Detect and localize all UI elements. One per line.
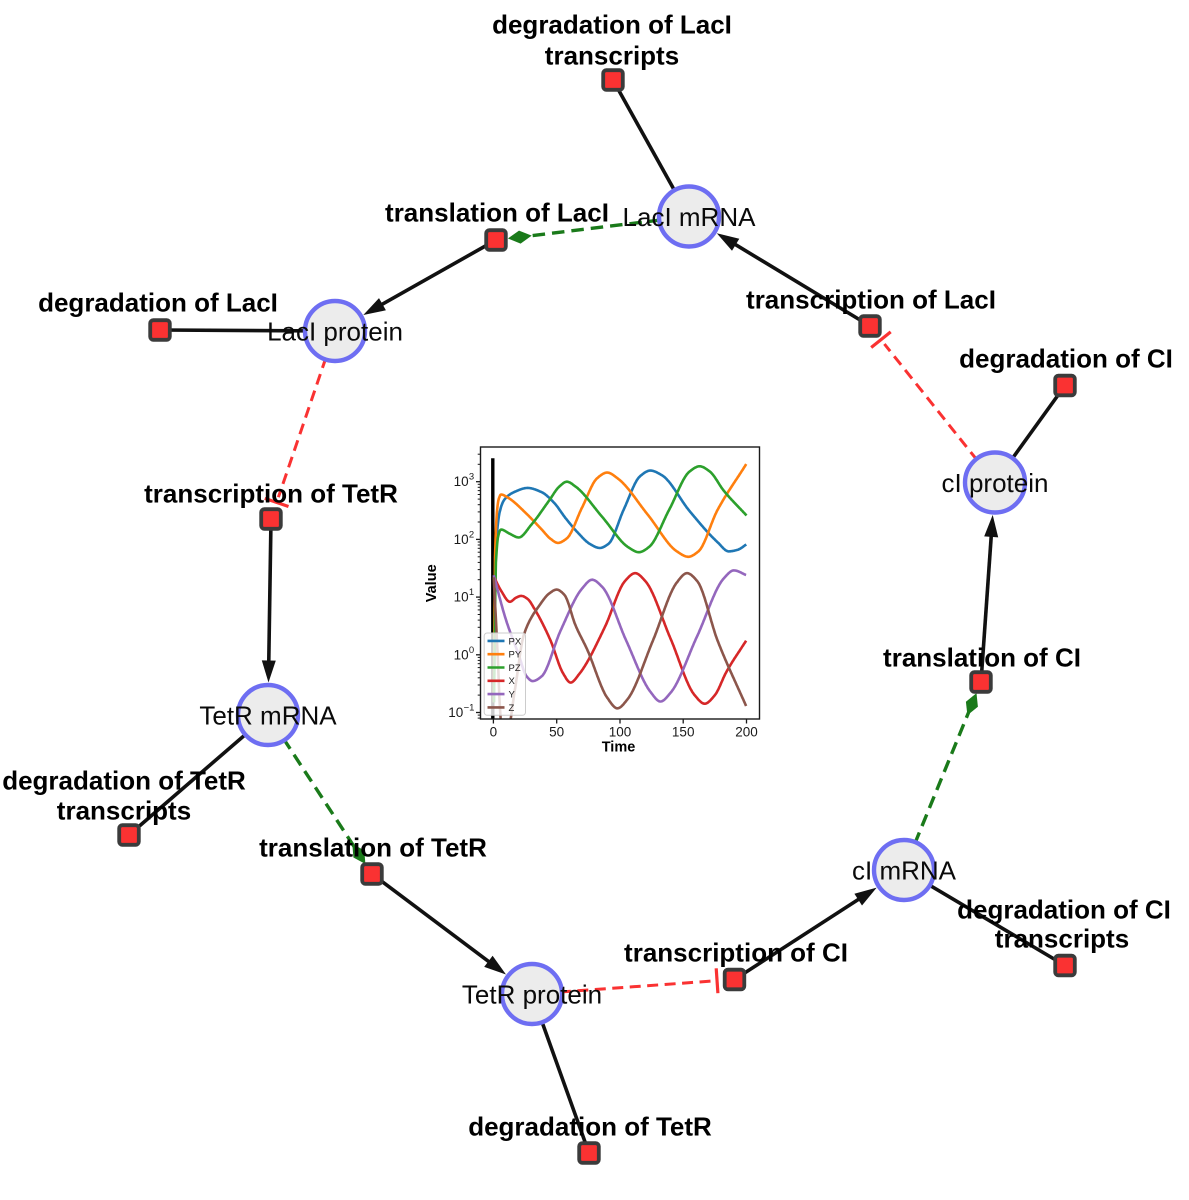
svg-text:Z: Z [509,703,515,714]
svg-text:degradation of CI: degradation of CI [957,894,1171,924]
svg-text:cI protein: cI protein [942,468,1049,498]
svg-text:PZ: PZ [509,663,521,674]
svg-text:TetR mRNA: TetR mRNA [199,700,337,730]
svg-text:10: 10 [448,705,463,720]
svg-text:degradation of TetR: degradation of TetR [2,765,246,795]
svg-text:LacI mRNA: LacI mRNA [623,202,757,232]
svg-text:transcription of LacI: transcription of LacI [746,284,996,314]
svg-text:10: 10 [454,647,469,662]
svg-text:Y: Y [509,690,516,701]
svg-text:Time: Time [602,740,636,756]
svg-text:transcripts: transcripts [57,795,191,825]
svg-text:0: 0 [490,725,498,740]
svg-text:50: 50 [549,725,564,740]
svg-text:100: 100 [609,725,632,740]
svg-text:transcription of TetR: transcription of TetR [144,478,398,508]
svg-text:1: 1 [469,587,474,598]
svg-text:TetR protein: TetR protein [462,979,602,1009]
svg-text:degradation of TetR: degradation of TetR [468,1111,712,1141]
svg-text:10: 10 [454,532,469,547]
svg-text:cI mRNA: cI mRNA [852,855,957,885]
svg-text:degradation of CI: degradation of CI [959,343,1173,373]
svg-text:150: 150 [672,725,695,740]
svg-text:translation of TetR: translation of TetR [259,832,487,862]
svg-text:degradation of LacI: degradation of LacI [38,287,278,317]
svg-text:−1: −1 [464,703,475,714]
svg-text:0: 0 [469,645,474,656]
svg-text:10: 10 [454,590,469,605]
svg-text:PX: PX [509,636,522,647]
svg-text:degradation of LacI: degradation of LacI [492,9,732,39]
svg-text:Value: Value [424,564,440,602]
svg-text:PY: PY [509,650,522,661]
svg-text:LacI protein: LacI protein [267,316,403,346]
svg-text:translation of CI: translation of CI [883,642,1081,672]
svg-text:X: X [509,676,516,687]
svg-text:3: 3 [469,472,474,483]
svg-text:200: 200 [735,725,758,740]
svg-text:transcription of CI: transcription of CI [624,937,848,967]
svg-text:transcripts: transcripts [995,923,1129,953]
svg-text:2: 2 [469,529,474,540]
svg-text:translation of LacI: translation of LacI [385,197,609,227]
svg-text:10: 10 [454,474,469,489]
svg-text:transcripts: transcripts [545,40,679,70]
